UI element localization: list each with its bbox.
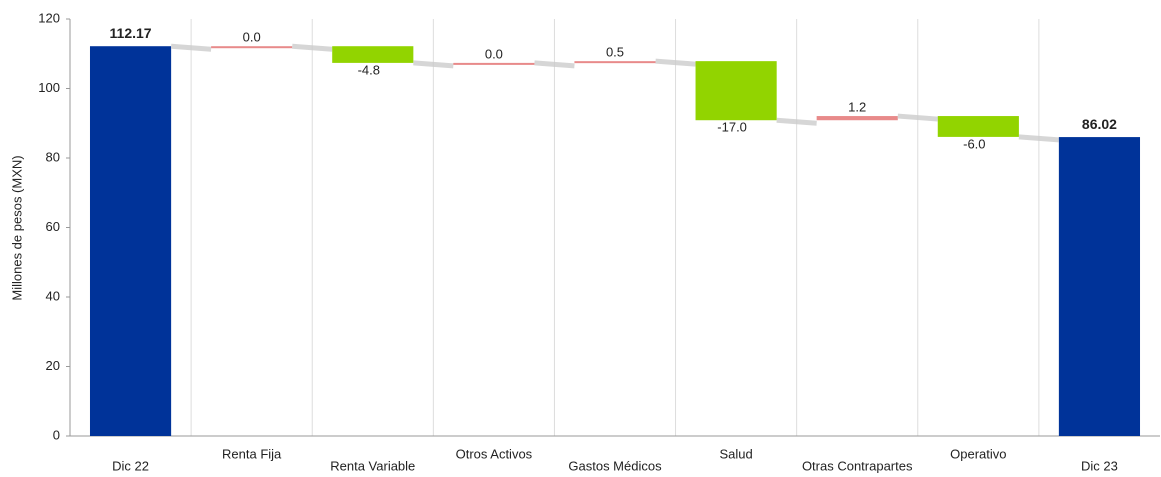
value-label: -17.0 [717,120,747,135]
x-tick-label: Otros Activos [456,446,533,461]
connector [170,43,212,52]
connector [776,117,817,126]
x-tick-label: Gastos Médicos [568,458,662,473]
value-label: 112.17 [110,25,152,41]
connector [1018,134,1060,143]
value-label: 86.02 [1082,116,1117,132]
x-tick-label: Renta Fija [222,446,282,461]
bar [453,62,535,65]
y-tick-label: 60 [46,219,60,234]
bar [211,46,293,49]
y-tick-label: 100 [38,80,60,95]
bar [574,61,656,64]
bar [816,116,898,121]
y-tick-label: 0 [53,427,60,442]
bar [89,46,172,436]
y-tick-label: 20 [46,358,60,373]
connector [413,60,454,69]
x-tick-label: Dic 23 [1081,458,1118,473]
bar [1058,137,1141,436]
value-label: -6.0 [963,136,985,151]
x-tick-label: Dic 22 [112,458,149,473]
y-tick-label: 120 [38,10,60,25]
connector [897,113,938,122]
x-tick-label: Renta Variable [330,458,415,473]
connector [534,60,575,69]
connector [292,43,333,52]
y-tick-label: 40 [46,288,60,303]
bar [332,46,414,63]
y-tick-label: 80 [46,149,60,164]
value-label: 0.0 [243,30,261,45]
connector [655,58,696,67]
bar [937,116,1019,137]
value-label: -4.8 [358,62,380,77]
x-tick-label: Otras Contrapartes [802,458,913,473]
y-axis-label: Millones de pesos (MXN) [9,155,24,300]
bar [695,61,777,121]
value-label: 0.0 [485,46,503,61]
x-tick-label: Salud [719,446,752,461]
value-label: 1.2 [848,99,866,114]
value-label: 0.5 [606,45,624,60]
x-tick-label: Operativo [950,446,1006,461]
